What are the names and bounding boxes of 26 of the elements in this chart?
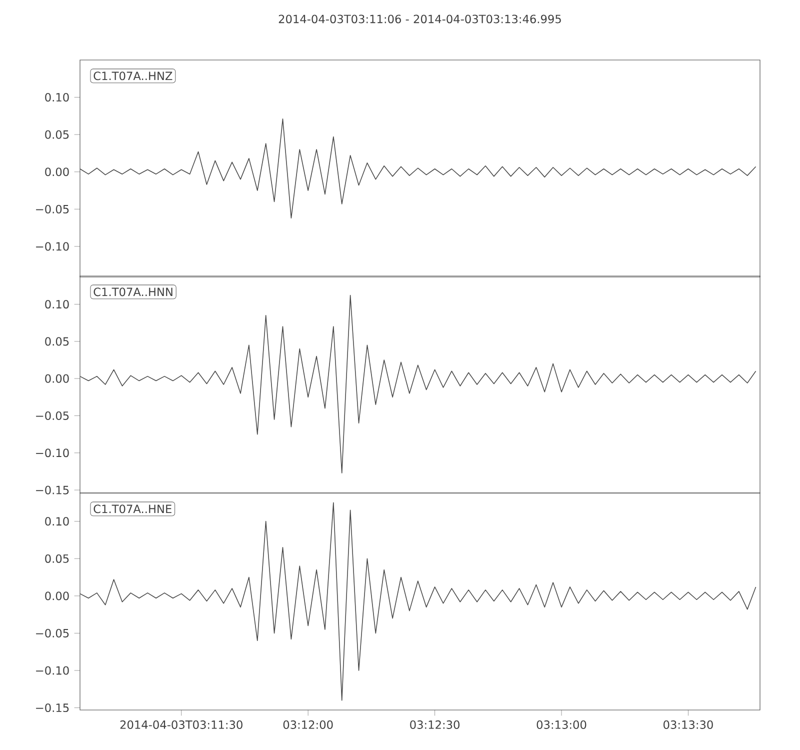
x-tick-label: 2014-04-03T03:11:30 — [120, 720, 242, 729]
y-tick-label: 0.10 — [45, 300, 69, 309]
annotation: C1.T07A..HNN — [94, 288, 172, 296]
annotation: C1.T07A..HNE — [94, 504, 172, 514]
y-tick-label: 0.05 — [45, 130, 69, 139]
y-tick-label: 0.05 — [45, 337, 69, 346]
y-tick-label: −0.05 — [36, 628, 69, 638]
y-tick-label: 0.00 — [45, 592, 69, 600]
y-tick-label: 0.05 — [45, 554, 69, 563]
x-tick-label: 03:13:00 — [536, 720, 586, 729]
y-tick-label: 0.10 — [45, 517, 69, 526]
x-tick-label: 03:12:30 — [410, 720, 460, 729]
y-tick-label: −0.15 — [36, 486, 69, 494]
annotation: C1.T07A..HNZ — [94, 72, 172, 80]
y-tick-label: −0.05 — [36, 411, 69, 420]
x-tick-label: 03:13:30 — [664, 720, 713, 729]
y-tick-label: 0.00 — [45, 374, 69, 383]
y-tick-label: −0.15 — [36, 703, 69, 712]
x-tick-label: 03:12:00 — [283, 720, 333, 729]
y-tick-label: −0.05 — [36, 204, 69, 214]
y-tick-label: 0.10 — [45, 92, 69, 102]
chart-title: 2014-04-03T03:11:06 - 2014-04-03T03:13:46.995 — [278, 14, 561, 24]
y-tick-label: 0.00 — [45, 168, 69, 176]
y-tick-label: −0.10 — [36, 448, 69, 458]
y-tick-label: −0.10 — [36, 242, 69, 251]
y-tick-label: −0.10 — [36, 666, 69, 675]
